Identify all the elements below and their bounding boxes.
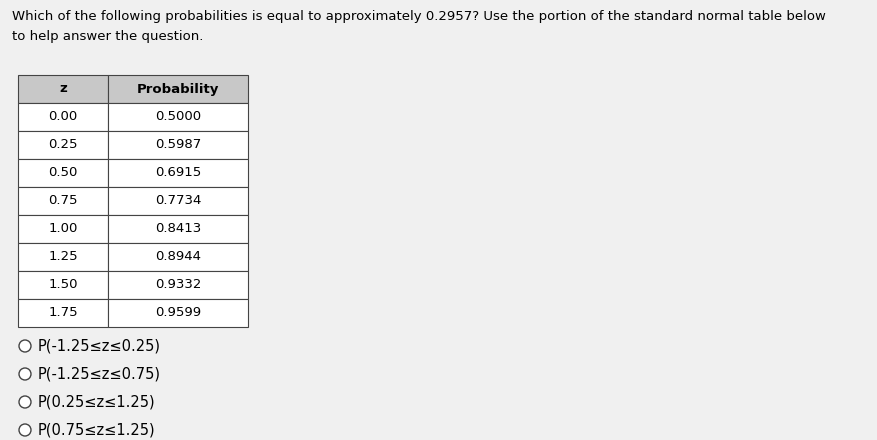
Text: Probability: Probability: [137, 82, 219, 95]
Bar: [18, 271, 108, 299]
Text: Which of the following probabilities is equal to approximately 0.2957? Use the p: Which of the following probabilities is …: [12, 10, 825, 23]
Text: z: z: [59, 82, 67, 95]
Bar: [18, 75, 108, 103]
Bar: [108, 75, 247, 103]
Bar: [108, 103, 247, 131]
Text: 1.75: 1.75: [48, 307, 78, 319]
Text: P(-1.25≤z≤0.25): P(-1.25≤z≤0.25): [38, 338, 160, 353]
Text: 0.9332: 0.9332: [154, 279, 201, 291]
Bar: [108, 159, 247, 187]
Text: 0.75: 0.75: [48, 194, 78, 208]
Text: to help answer the question.: to help answer the question.: [12, 30, 203, 43]
Text: P(-1.25≤z≤0.75): P(-1.25≤z≤0.75): [38, 367, 160, 381]
Text: 1.50: 1.50: [48, 279, 78, 291]
Text: 0.25: 0.25: [48, 139, 78, 151]
Bar: [18, 299, 108, 327]
Circle shape: [19, 424, 31, 436]
Bar: [108, 243, 247, 271]
Bar: [18, 103, 108, 131]
Text: 0.6915: 0.6915: [154, 166, 201, 180]
Text: 0.8413: 0.8413: [154, 223, 201, 235]
Text: 1.00: 1.00: [48, 223, 77, 235]
Bar: [18, 243, 108, 271]
Text: 0.8944: 0.8944: [155, 250, 201, 264]
Bar: [108, 271, 247, 299]
Text: 0.00: 0.00: [48, 110, 77, 124]
Text: 0.7734: 0.7734: [154, 194, 201, 208]
Text: P(0.75≤z≤1.25): P(0.75≤z≤1.25): [38, 422, 155, 437]
Bar: [18, 187, 108, 215]
Bar: [108, 215, 247, 243]
Bar: [108, 131, 247, 159]
Bar: [18, 159, 108, 187]
Text: 0.5987: 0.5987: [154, 139, 201, 151]
Circle shape: [19, 396, 31, 408]
Text: 1.25: 1.25: [48, 250, 78, 264]
Bar: [108, 299, 247, 327]
Circle shape: [19, 340, 31, 352]
Bar: [18, 215, 108, 243]
Text: P(0.25≤z≤1.25): P(0.25≤z≤1.25): [38, 395, 155, 410]
Text: 0.50: 0.50: [48, 166, 77, 180]
Text: 0.5000: 0.5000: [154, 110, 201, 124]
Bar: [18, 131, 108, 159]
Circle shape: [19, 368, 31, 380]
Bar: [108, 187, 247, 215]
Text: 0.9599: 0.9599: [154, 307, 201, 319]
